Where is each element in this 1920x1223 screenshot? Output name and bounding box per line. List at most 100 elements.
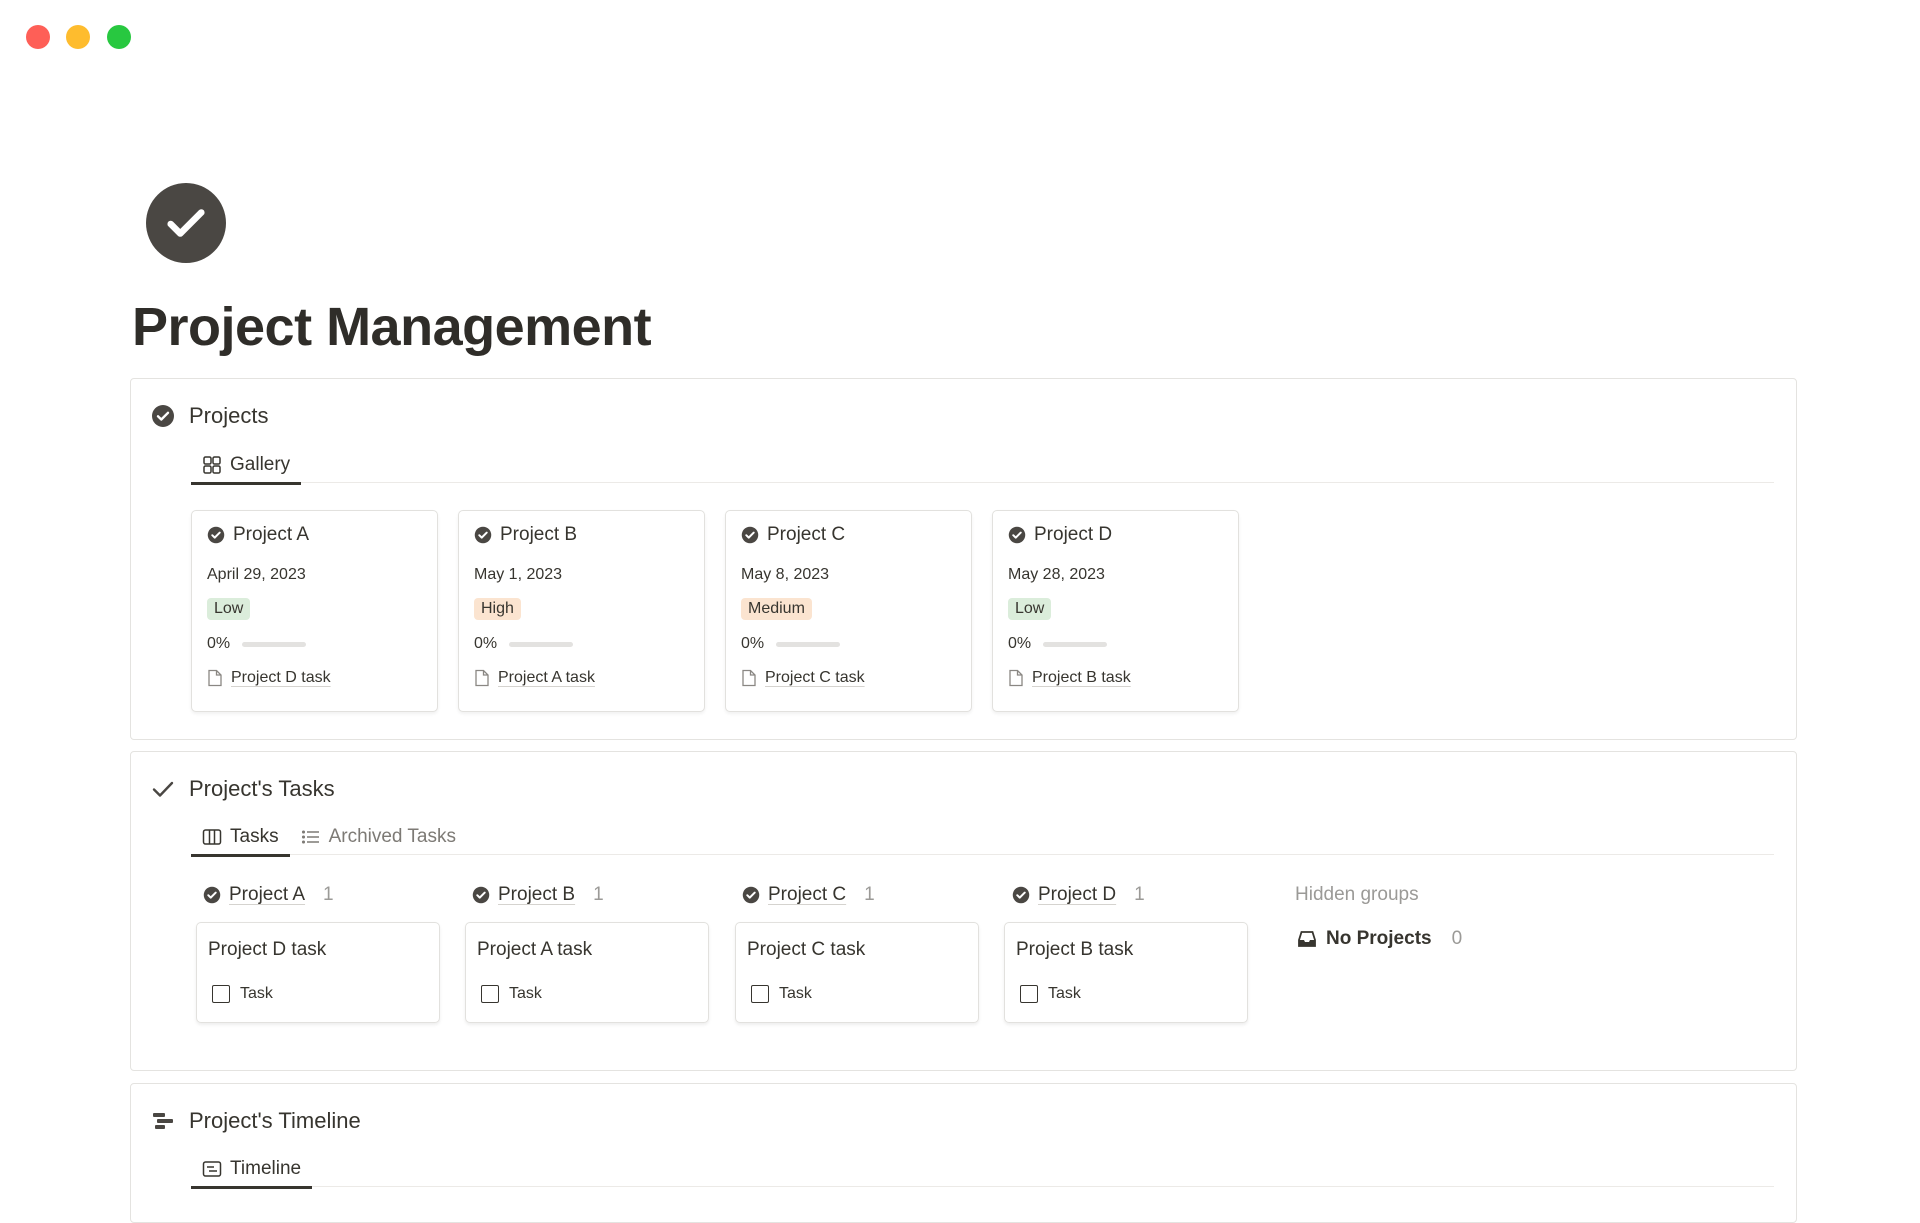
tab-label: Timeline: [230, 1158, 302, 1179]
priority-tag: Low: [1008, 598, 1052, 620]
progress-bar: [776, 641, 841, 647]
group-count: 1: [593, 884, 604, 905]
progress-text: 0%: [1008, 635, 1032, 652]
progress-text: 0%: [741, 635, 765, 652]
check-circle-icon: [207, 526, 225, 544]
timeline-title[interactable]: Project's Timeline: [189, 1108, 361, 1133]
tab-tasks[interactable]: Tasks: [191, 819, 290, 857]
task-checkbox[interactable]: [212, 985, 230, 1003]
tasks-header: Project's Tasks: [151, 776, 335, 802]
page-icon: [475, 669, 489, 687]
related-task-link[interactable]: Project A task: [498, 669, 595, 686]
project-name: Project B: [500, 524, 578, 545]
project-card[interactable]: Project C May 8, 2023 Medium 0% Project …: [725, 510, 972, 712]
task-title: Project C task: [747, 939, 866, 960]
group-count: 1: [323, 884, 334, 905]
group-name: Project C: [768, 884, 847, 905]
projects-database: Projects Gallery: [130, 378, 1797, 740]
board-icon: [202, 829, 222, 845]
progress-bar: [509, 641, 574, 647]
progress-bar: [242, 641, 307, 647]
board-group-header[interactable]: Project A 1: [203, 884, 334, 906]
project-date: May 1, 2023: [474, 566, 563, 583]
tab-gallery[interactable]: Gallery: [191, 447, 302, 485]
project-name: Project A: [233, 524, 310, 545]
tab-label: Archived Tasks: [328, 826, 457, 847]
group-count: 1: [1134, 884, 1145, 905]
maximize-window-button[interactable]: [107, 25, 131, 49]
board-group-header[interactable]: Project C 1: [742, 884, 875, 906]
task-card[interactable]: Project B task Task: [1004, 922, 1248, 1023]
task-type: Task: [779, 985, 812, 1002]
list-icon: [301, 830, 319, 844]
tasks-title[interactable]: Project's Tasks: [189, 776, 335, 801]
project-card[interactable]: Project B May 1, 2023 High 0% Project A …: [458, 510, 705, 712]
group-name: Project D: [1038, 884, 1117, 905]
page-title: Project Management: [132, 297, 652, 357]
page-icon-check-circle-icon[interactable]: [146, 183, 226, 263]
task-title: Project B task: [1016, 939, 1134, 960]
group-count: 1: [864, 884, 875, 905]
priority-tag: Medium: [741, 598, 812, 620]
tab-timeline[interactable]: Timeline: [191, 1151, 313, 1189]
check-circle-icon: [472, 886, 490, 904]
hidden-groups-label: Hidden groups: [1295, 884, 1419, 905]
check-circle-icon: [152, 405, 174, 427]
task-card[interactable]: Project C task Task: [735, 922, 979, 1023]
priority-tag: High: [474, 598, 521, 620]
related-task-link[interactable]: Project C task: [765, 669, 865, 686]
task-title: Project A task: [477, 939, 593, 960]
task-type: Task: [240, 985, 273, 1002]
task-checkbox[interactable]: [1020, 985, 1038, 1003]
task-type: Task: [509, 985, 542, 1002]
checkmark-icon: [152, 781, 174, 797]
tab-label: Tasks: [230, 826, 279, 847]
task-checkbox[interactable]: [481, 985, 499, 1003]
projects-header: Projects: [151, 403, 268, 429]
project-name: Project C: [767, 524, 846, 545]
project-date: May 28, 2023: [1008, 566, 1105, 583]
timeline-header: Project's Timeline: [151, 1108, 361, 1134]
project-date: May 8, 2023: [741, 566, 830, 583]
hidden-group-no-projects[interactable]: No Projects 0: [1296, 928, 1462, 950]
group-name: Project B: [498, 884, 576, 905]
page-icon: [1009, 669, 1023, 687]
page-icon: [742, 669, 756, 687]
task-title: Project D task: [208, 939, 327, 960]
progress-text: 0%: [474, 635, 498, 652]
related-task-link[interactable]: Project D task: [231, 669, 331, 686]
board-group-header[interactable]: Project B 1: [472, 884, 604, 906]
tab-label: Gallery: [230, 454, 291, 475]
group-count: 0: [1451, 928, 1463, 949]
task-type: Task: [1048, 985, 1081, 1002]
task-card[interactable]: Project A task Task: [465, 922, 709, 1023]
project-date: April 29, 2023: [207, 566, 306, 583]
projects-title[interactable]: Projects: [189, 403, 269, 428]
board-group-header[interactable]: Project D 1: [1012, 884, 1145, 906]
close-window-button[interactable]: [26, 25, 50, 49]
check-circle-icon: [1012, 886, 1030, 904]
project-name: Project D: [1034, 524, 1113, 545]
progress-bar: [1043, 641, 1108, 647]
timeline-icon: [153, 1113, 173, 1129]
related-task-link[interactable]: Project B task: [1032, 669, 1131, 686]
task-checkbox[interactable]: [751, 985, 769, 1003]
check-circle-icon: [742, 886, 760, 904]
project-card[interactable]: Project A April 29, 2023 Low 0% Project …: [191, 510, 438, 712]
check-circle-icon: [1008, 526, 1026, 544]
project-card[interactable]: Project D May 28, 2023 Low 0% Project B …: [992, 510, 1239, 712]
group-name: Project A: [229, 884, 306, 905]
minimize-window-button[interactable]: [66, 25, 90, 49]
priority-tag: Low: [207, 598, 251, 620]
task-card[interactable]: Project D task Task: [196, 922, 440, 1023]
check-circle-icon: [741, 526, 759, 544]
tab-archived-tasks[interactable]: Archived Tasks: [290, 819, 467, 855]
group-name: No Projects: [1326, 928, 1432, 949]
check-circle-icon: [474, 526, 492, 544]
gallery-icon: [203, 456, 221, 474]
inbox-icon: [1298, 931, 1316, 947]
tasks-database: Project's Tasks Tasks Archived Tasks: [130, 751, 1797, 1071]
page-icon: [208, 669, 222, 687]
check-circle-icon: [203, 886, 221, 904]
timeline-view-icon: [202, 1161, 222, 1177]
